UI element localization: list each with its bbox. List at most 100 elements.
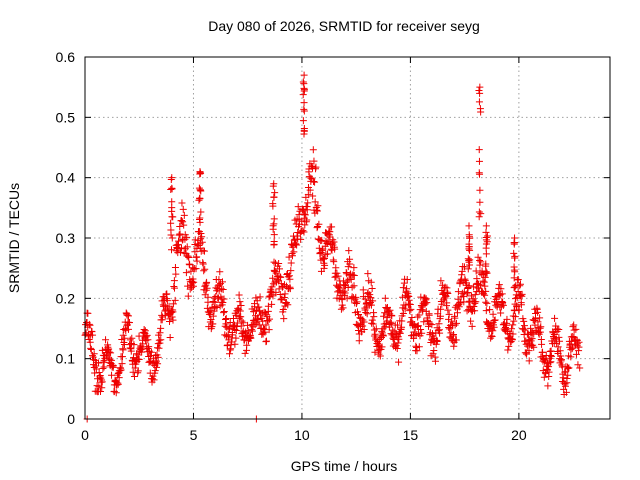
data-point [90, 350, 98, 358]
data-point [490, 323, 498, 331]
data-point [517, 301, 525, 309]
data-point [203, 278, 211, 286]
data-point [510, 274, 518, 282]
data-point [544, 382, 552, 390]
data-point [259, 325, 267, 333]
data-point [143, 331, 151, 339]
data-point [342, 268, 350, 276]
data-point [188, 284, 196, 292]
data-point [313, 207, 321, 215]
data-point [277, 273, 285, 281]
data-point [240, 336, 248, 344]
data-point [438, 300, 446, 308]
data-point [407, 305, 415, 313]
y-tick-label: 0.5 [56, 109, 76, 125]
data-point [388, 312, 396, 320]
data-point [464, 265, 472, 273]
data-point [141, 327, 149, 335]
data-point [378, 343, 386, 351]
data-point [545, 368, 553, 376]
data-point [88, 328, 96, 336]
data-point [152, 358, 160, 366]
data-point [241, 349, 249, 357]
data-point [372, 325, 380, 333]
data-point [533, 305, 541, 313]
data-point [482, 298, 490, 306]
data-point [414, 322, 422, 330]
data-point [293, 241, 301, 249]
data-point [482, 250, 490, 258]
data-point [574, 340, 582, 348]
data-point [204, 298, 212, 306]
data-point [163, 297, 171, 305]
data-point [347, 276, 355, 284]
data-point [182, 269, 190, 277]
data-point [444, 290, 452, 298]
data-point [323, 239, 331, 247]
data-point [559, 374, 567, 382]
data-point [299, 117, 307, 125]
data-point [360, 325, 368, 333]
data-point [300, 99, 308, 107]
data-point [444, 306, 452, 314]
data-point [222, 315, 230, 323]
data-point [518, 290, 526, 298]
data-point [135, 355, 143, 363]
data-point [511, 313, 519, 321]
data-point [287, 259, 295, 267]
data-point [300, 124, 308, 132]
data-point [180, 211, 188, 219]
data-point [183, 243, 191, 251]
data-point [167, 185, 175, 193]
data-point [339, 304, 347, 312]
data-point [272, 288, 280, 296]
data-point [290, 248, 298, 256]
data-point [275, 285, 283, 293]
data-point [176, 248, 184, 256]
data-point [107, 356, 115, 364]
data-point [269, 290, 277, 298]
data-point [171, 263, 179, 271]
data-point [481, 273, 489, 281]
data-point [299, 227, 307, 235]
data-point [391, 340, 399, 348]
data-point [119, 331, 127, 339]
data-point [156, 339, 164, 347]
data-point [552, 322, 560, 330]
data-point [145, 358, 153, 366]
data-point [403, 275, 411, 283]
data-point [235, 306, 243, 314]
data-point [124, 312, 132, 320]
data-point [412, 344, 420, 352]
data-point [478, 267, 486, 275]
data-point [350, 264, 358, 272]
data-point [153, 363, 161, 371]
data-point [504, 346, 512, 354]
data-point [220, 307, 228, 315]
data-point [89, 331, 97, 339]
data-point [232, 311, 240, 319]
data-point [342, 278, 350, 286]
data-point [369, 320, 377, 328]
data-point [95, 369, 103, 377]
data-point [368, 316, 376, 324]
data-point [320, 254, 328, 262]
data-point [473, 275, 481, 283]
data-point [481, 282, 489, 290]
data-point [180, 249, 188, 257]
data-point [348, 283, 356, 291]
data-point [515, 306, 523, 314]
y-tick-label: 0 [67, 411, 75, 427]
data-point [167, 246, 175, 254]
data-point [98, 384, 106, 392]
data-point [196, 195, 204, 203]
data-point [299, 78, 307, 86]
data-point [197, 208, 205, 216]
data-point [472, 298, 480, 306]
data-point [367, 278, 375, 286]
data-point [359, 322, 367, 330]
data-point [379, 331, 387, 339]
data-point [525, 357, 533, 365]
x-tick-label: 20 [511, 427, 527, 443]
data-point [564, 364, 572, 372]
